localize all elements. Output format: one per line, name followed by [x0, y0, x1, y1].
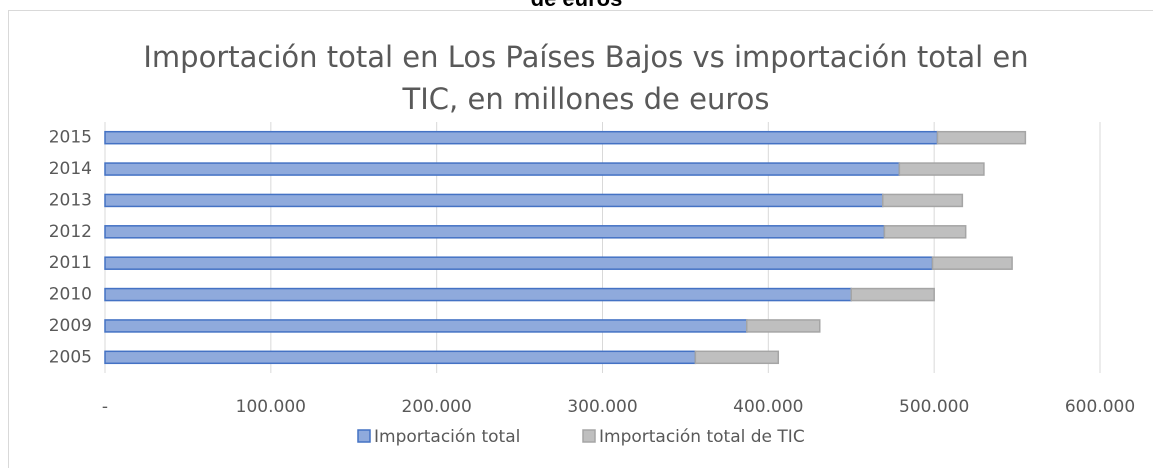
bar [883, 225, 967, 239]
clipped-caption: de euros [0, 0, 1153, 12]
bar [104, 193, 884, 208]
bar [104, 225, 886, 239]
x-tick-label: 100.000 [236, 397, 306, 417]
y-tick-label: 2010 [49, 285, 92, 305]
bar [882, 193, 964, 208]
bar [850, 287, 935, 302]
x-tick-label: 300.000 [567, 397, 637, 417]
y-tick-label: 2011 [49, 253, 92, 273]
y-tick-label: 2013 [49, 190, 92, 210]
y-tick-label: 2014 [49, 159, 92, 179]
x-tick-label: 200.000 [402, 397, 472, 417]
legend-swatch [357, 429, 371, 443]
y-tick-label: 2015 [49, 128, 92, 148]
x-tick-label: 600.000 [1065, 397, 1135, 417]
x-tick-label: - [102, 397, 108, 417]
legend-label: Importación total [374, 427, 520, 447]
y-tick-label: 2005 [49, 347, 92, 367]
bar [936, 130, 1027, 145]
bar [694, 350, 780, 365]
bar [104, 319, 748, 333]
bar [746, 319, 821, 333]
bar [104, 162, 901, 176]
chart-frame [8, 10, 1153, 468]
bar [104, 130, 939, 145]
legend-label: Importación total de TIC [599, 427, 805, 447]
x-tick-label: 400.000 [733, 397, 803, 417]
bar [104, 256, 934, 270]
y-tick-label: 2009 [49, 316, 92, 336]
y-tick-label: 2012 [49, 222, 92, 242]
bar [104, 287, 852, 302]
bar [104, 350, 697, 365]
bar [931, 256, 1013, 270]
legend-swatch [582, 429, 596, 443]
chart-title: Importación total en Los Países Bajos vs… [143, 40, 1029, 116]
bar [898, 162, 985, 176]
x-tick-label: 500.000 [899, 397, 969, 417]
